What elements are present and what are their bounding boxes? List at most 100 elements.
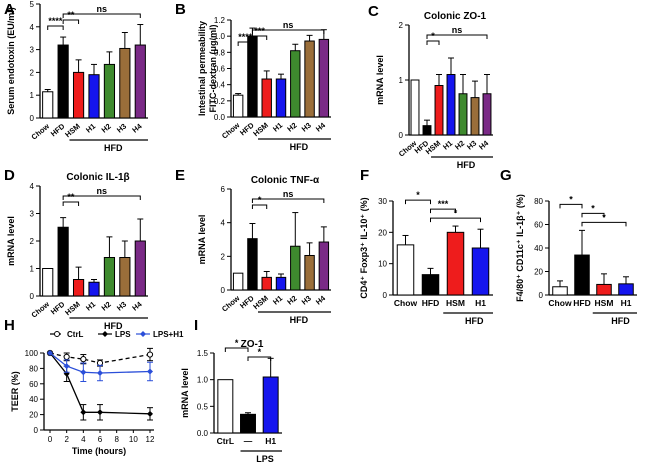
group-label: HFD <box>465 316 484 326</box>
bar <box>57 44 69 119</box>
y-tick-label: 80 <box>534 197 543 206</box>
data-point <box>63 353 70 360</box>
y-tick-label: 1 <box>399 76 404 85</box>
y-tick-label: 40 <box>29 395 38 404</box>
significance-bracket <box>251 35 268 40</box>
bar <box>618 283 634 296</box>
bar <box>552 286 568 296</box>
y-tick-label: 0 <box>34 426 39 435</box>
x-tick-label: H4 <box>314 293 328 307</box>
significance-label: ns <box>96 4 107 14</box>
x-tick-label: H1 <box>475 298 486 308</box>
significance-bracket <box>62 13 141 18</box>
x-tick-label: H3 <box>115 122 128 135</box>
y-axis-label: FITC-dextran (μg/ml) <box>208 24 218 112</box>
y-tick-label: 2 <box>30 237 35 246</box>
data-point <box>97 409 103 416</box>
group-label: HFD <box>290 142 309 152</box>
legend-marker <box>140 331 146 337</box>
bar <box>318 38 330 118</box>
significance-label: * <box>416 190 420 200</box>
panel-letter: C <box>368 3 379 20</box>
x-tick-label: H1 <box>271 294 284 307</box>
y-tick-label: 4 <box>30 23 35 32</box>
y-tick-label: 10 <box>378 260 387 269</box>
group-label: HFD <box>290 315 309 325</box>
bar <box>304 254 315 291</box>
group-label: HFD <box>104 321 123 331</box>
bar <box>261 78 272 118</box>
y-tick-label: 40 <box>534 244 543 253</box>
panel-letter: I <box>194 317 198 334</box>
x-tick-label: H2 <box>285 294 298 307</box>
bar <box>247 35 258 118</box>
bar <box>471 247 490 296</box>
y-tick-label: 1.0 <box>197 376 209 385</box>
significance-label: * <box>591 203 595 213</box>
x-tick-label: 4 <box>81 435 86 444</box>
y-tick-label: 0 <box>221 286 226 295</box>
x-tick-label: 0 <box>48 435 53 444</box>
x-tick-label: HSM <box>595 298 614 308</box>
bar <box>232 272 244 291</box>
x-tick-label: H2 <box>285 121 298 134</box>
group-label: HFD <box>457 160 476 170</box>
x-tick-label: — <box>244 436 253 446</box>
panel-letter: B <box>175 1 186 18</box>
series-lps-h1 <box>47 350 153 382</box>
y-tick-label: 1 <box>30 91 35 100</box>
significance-label: * <box>454 208 458 218</box>
x-tick-label: H1 <box>271 121 284 134</box>
significance-bracket <box>251 29 325 34</box>
x-tick-label: 10 <box>129 435 138 444</box>
y-tick-label: 0 <box>383 291 388 300</box>
y-axis-label: CD4⁺ Foxp3⁺ IL-10⁺ (%) <box>359 197 369 298</box>
significance-bracket <box>581 221 627 227</box>
y-tick-label: 60 <box>29 380 38 389</box>
y-tick-label: 20 <box>378 228 387 237</box>
y-tick-label: 3 <box>30 46 35 55</box>
y-tick-label: 0.6 <box>214 65 226 74</box>
y-tick-label: 0 <box>399 131 404 140</box>
x-tick-label: 8 <box>114 435 119 444</box>
y-tick-label: 1.2 <box>214 16 226 25</box>
x-tick-label: HFD <box>573 298 590 308</box>
y-axis-label: mRNA level <box>375 55 385 105</box>
y-tick-label: 0 <box>539 291 544 300</box>
group-label: HFD <box>104 143 123 153</box>
x-tick-label: CtrL <box>217 436 234 446</box>
group-label: HFD <box>611 316 630 326</box>
bar <box>42 268 54 297</box>
bar <box>304 40 315 118</box>
y-axis-label: mRNA level <box>6 216 16 266</box>
y-tick-label: 100 <box>25 349 39 358</box>
bar <box>103 257 116 297</box>
y-tick-label: 0.0 <box>197 429 209 438</box>
bar <box>434 85 444 136</box>
bar <box>261 276 272 291</box>
data-point <box>97 370 103 377</box>
y-tick-label: 1.5 <box>197 349 209 358</box>
y-tick-label: 5 <box>30 0 35 9</box>
y-axis-label: TEER (%) <box>10 371 20 412</box>
x-tick-label: H2 <box>100 300 113 313</box>
panel-letter: A <box>4 1 15 18</box>
bar <box>470 97 480 136</box>
significance-bracket <box>224 347 249 352</box>
y-tick-label: 2 <box>399 21 404 30</box>
legend-label: CtrL <box>67 330 84 339</box>
significance-label: **** <box>48 16 63 26</box>
significance-label: * <box>602 212 606 222</box>
data-point <box>80 409 87 416</box>
y-tick-label: 1 <box>30 265 35 274</box>
x-tick-label: HFD <box>49 121 67 138</box>
data-point <box>80 369 87 376</box>
x-tick-label: HSM <box>63 122 82 140</box>
legend-marker <box>102 331 108 337</box>
panel-i: I ZO-1 0.0 0.5 1.0 1.5 mRNA level CtrL — H1 LPS * * <box>180 317 282 464</box>
